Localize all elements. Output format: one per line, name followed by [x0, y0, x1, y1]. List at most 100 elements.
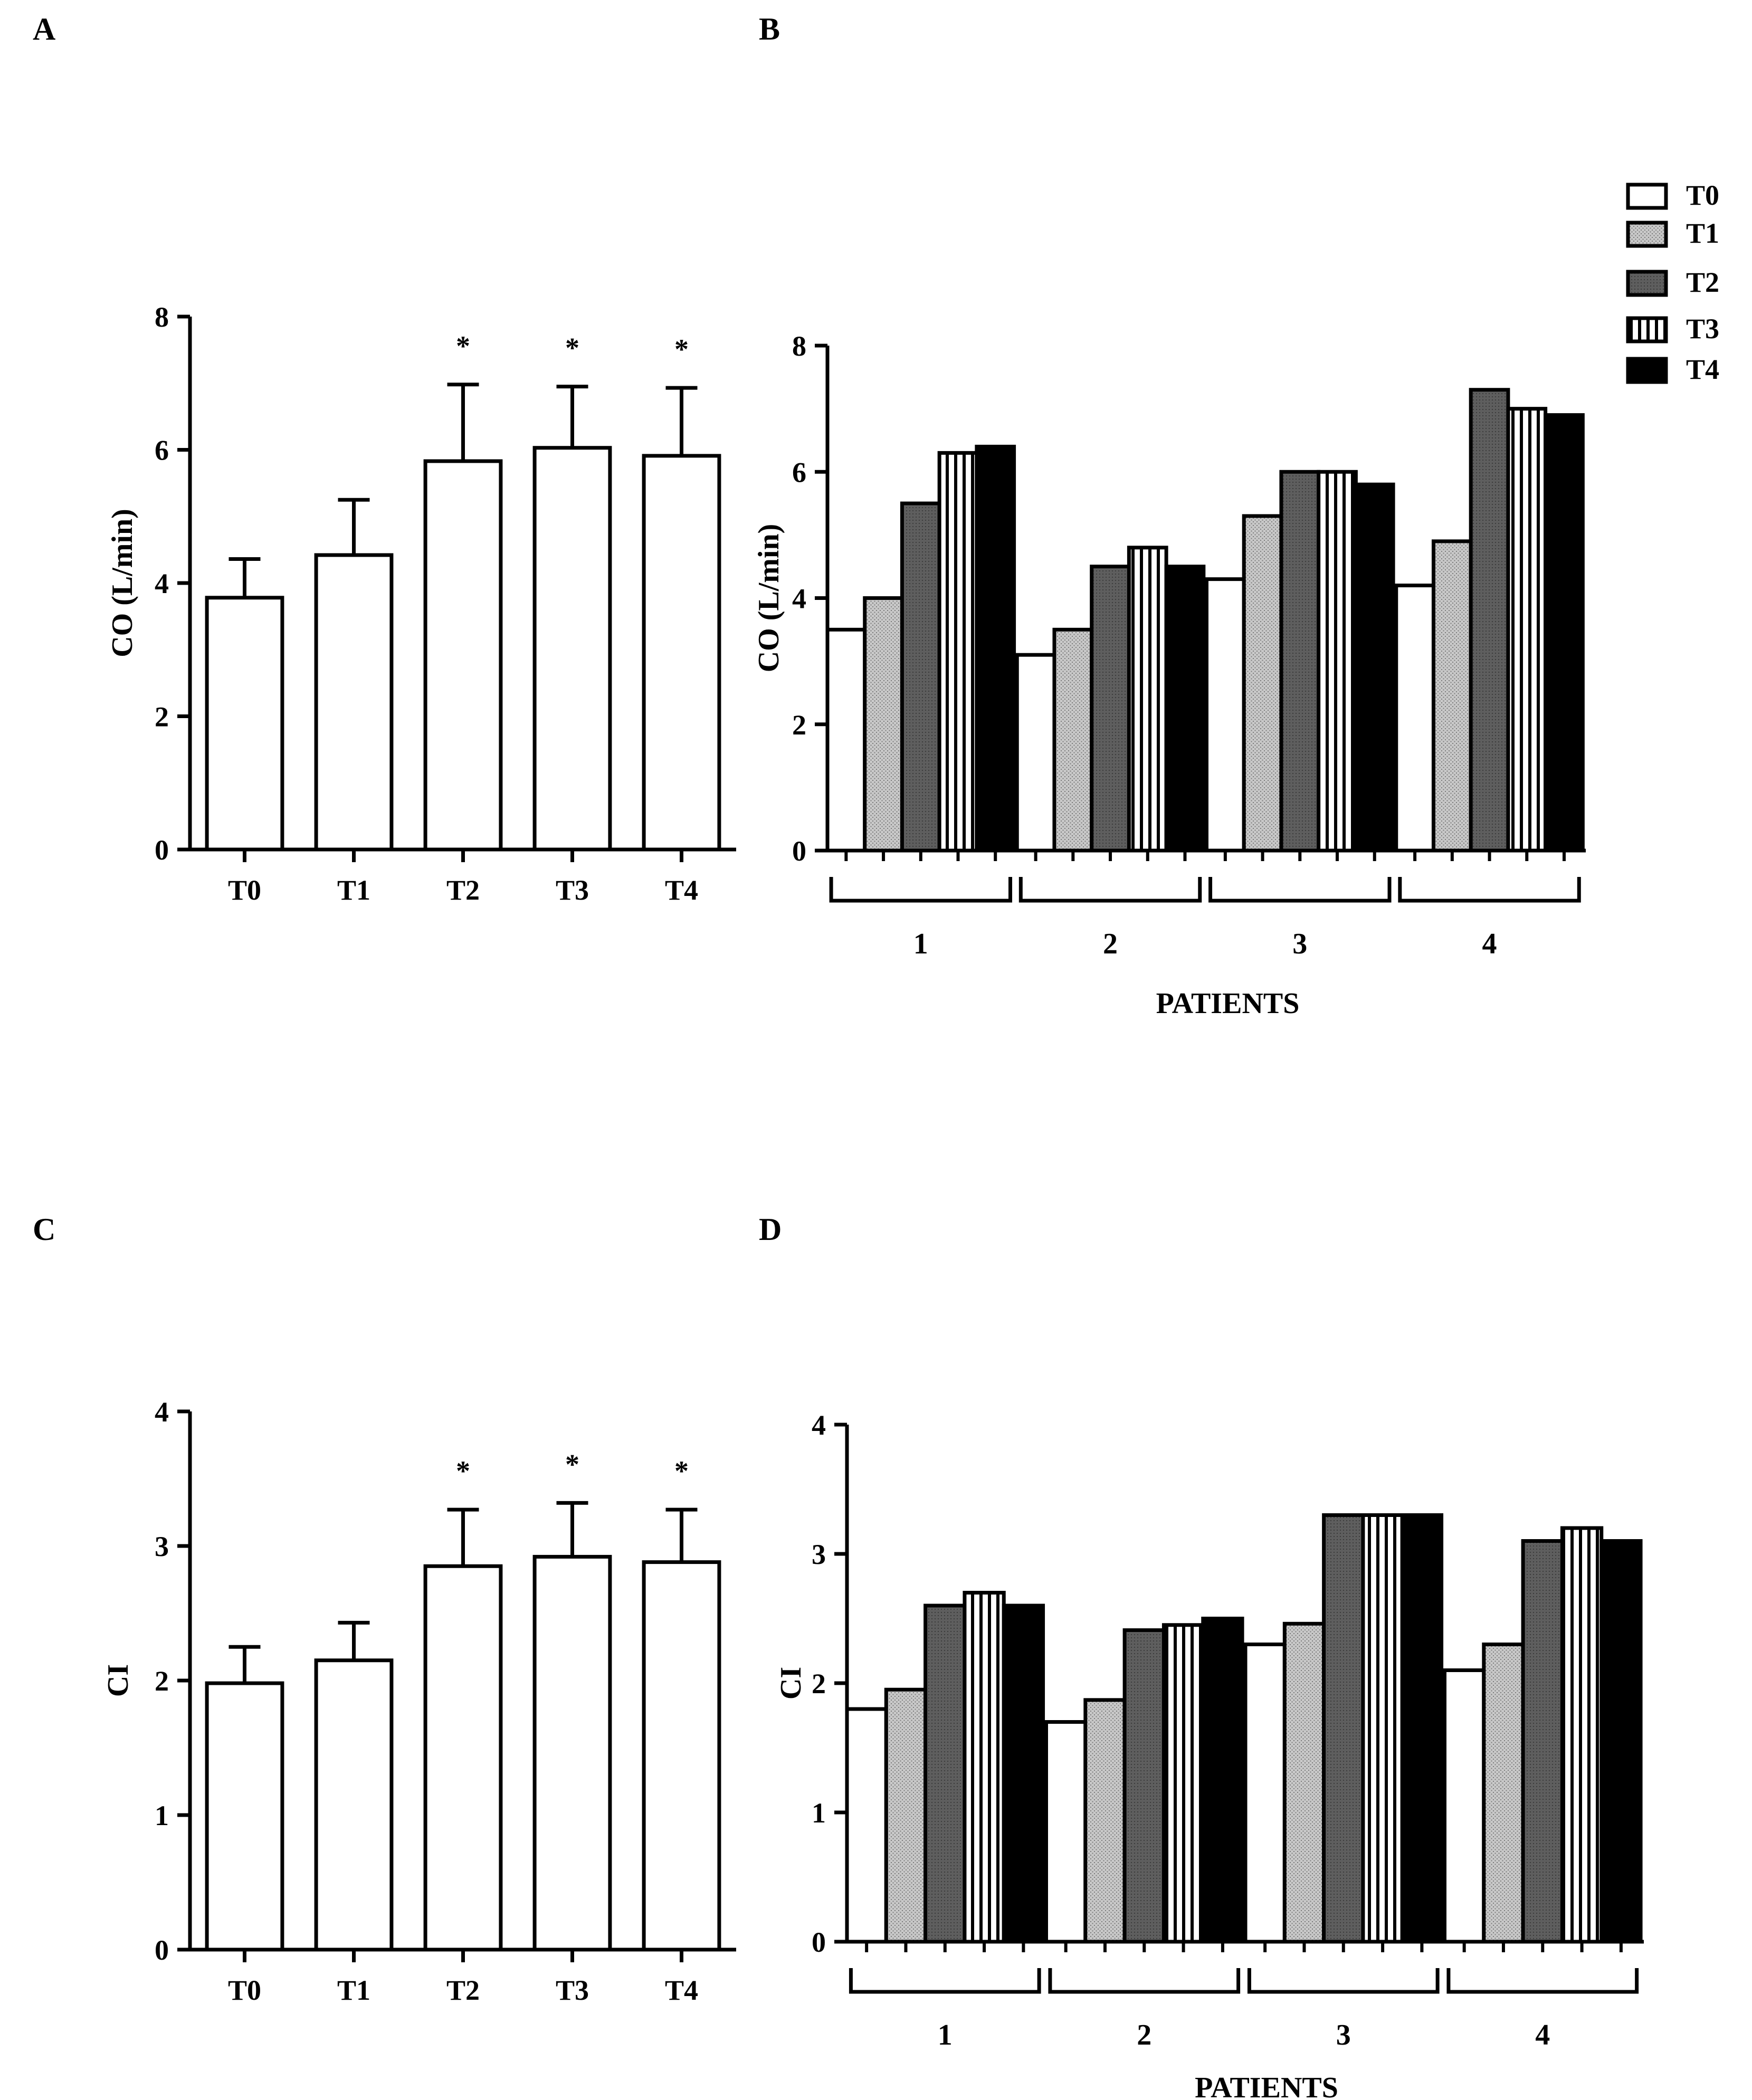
y-axis-title-b: CO (L/min)	[753, 524, 785, 673]
bar-d-t1	[1083, 1698, 1127, 1944]
panel-label-c: C	[33, 1212, 55, 1247]
chart-panel-b: 0 2 4 6 8 CO (L/min) 1 2 3 4 PATIENTS	[753, 330, 1586, 1020]
y-axis-title-c: CI	[102, 1664, 135, 1697]
x-tick-label-a: T2	[446, 874, 480, 906]
bar-b-t3	[937, 451, 979, 853]
bar-c	[532, 1554, 612, 1952]
bar-d-t4	[1599, 1539, 1643, 1944]
legend: T0 T1 T2 T3 T4	[1626, 179, 1719, 385]
chart-panel-d: 0 1 2 3 4 CI 1 2 3 4 PATIENTS	[775, 1409, 1644, 2100]
group-bracket-b	[1398, 877, 1581, 903]
bar-d-t0	[1044, 1720, 1088, 1944]
x-axis-title-d: PATIENTS	[1195, 2072, 1338, 2100]
y-tick-label-a: 8	[155, 301, 169, 333]
bar-b-t4	[975, 444, 1016, 853]
bar-b-t2	[1090, 565, 1131, 853]
bar-b-t0	[1394, 584, 1435, 853]
legend-label-t1: T1	[1686, 217, 1719, 249]
bar-c	[314, 1658, 394, 1952]
y-tick-label-c: 1	[155, 1800, 169, 1831]
bar-d-t4	[1002, 1603, 1045, 1944]
y-tick-label-a: 4	[155, 568, 169, 599]
legend-swatch-t0	[1626, 183, 1668, 210]
y-tick-label-b: 8	[792, 330, 806, 362]
y-tick-label-b: 0	[792, 835, 806, 867]
bar-d-t2	[1122, 1628, 1166, 1944]
bar-b-t4	[1544, 413, 1585, 853]
bar-a	[205, 596, 284, 852]
chart-panel-c: 0 1 2 3 4 CI T0 T1 T2 * T3 * T4 *	[102, 1396, 736, 2006]
legend-swatch-t1	[1626, 221, 1668, 248]
group-label-b: 1	[913, 928, 928, 960]
y-tick-label-c: 3	[155, 1531, 169, 1562]
group-bracket-b	[1208, 877, 1392, 903]
bar-c	[205, 1681, 284, 1952]
group-bracket-d	[849, 1968, 1041, 1994]
y-tick-label-c: 2	[155, 1665, 169, 1697]
significance-marker-c: *	[456, 1455, 470, 1487]
group-label-d: 2	[1137, 2019, 1151, 2051]
bar-c	[642, 1560, 721, 1952]
y-tick-label-b: 2	[792, 709, 806, 741]
bar-b-t3	[1506, 407, 1548, 853]
bar-d-t1	[1482, 1643, 1525, 1944]
bar-b-t0	[825, 627, 867, 853]
bar-b-t0	[1205, 577, 1246, 853]
bar-d-t3	[1361, 1513, 1404, 1944]
significance-marker-a: *	[565, 332, 579, 364]
bar-d-t2	[1521, 1539, 1564, 1944]
group-label-d: 4	[1535, 2019, 1550, 2051]
bar-b-t2	[900, 501, 941, 853]
y-tick-label-d: 0	[812, 1926, 826, 1958]
bar-d-t4	[1400, 1513, 1444, 1944]
y-axis-title-a: CO (L/min)	[106, 509, 139, 657]
legend-label-t4: T4	[1686, 354, 1719, 385]
bar-b-t1	[863, 596, 904, 853]
legend-label-t2: T2	[1686, 266, 1719, 298]
bar-a	[314, 553, 394, 852]
bar-d-t3	[1560, 1526, 1604, 1944]
bar-d-t2	[923, 1603, 967, 1944]
bar-b-t0	[1015, 653, 1056, 853]
bar-d-t1	[1282, 1621, 1326, 1944]
y-tick-label-b: 4	[792, 583, 806, 615]
y-tick-label-d: 1	[812, 1797, 826, 1829]
x-tick-label-a: T1	[337, 874, 370, 906]
bar-a	[532, 446, 612, 852]
x-axis-title-b: PATIENTS	[1156, 987, 1300, 1020]
legend-swatch-t4	[1626, 357, 1668, 384]
significance-marker-a: *	[674, 333, 689, 365]
bar-b-t2	[1279, 470, 1321, 853]
bar-b-t1	[1052, 627, 1094, 853]
y-tick-label-a: 0	[155, 834, 169, 866]
bar-b-t1	[1242, 514, 1283, 853]
x-tick-label-a: T3	[556, 874, 589, 906]
y-tick-label-a: 2	[155, 701, 169, 733]
bar-a	[423, 459, 503, 852]
y-tick-label-a: 6	[155, 435, 169, 466]
x-tick-label-c: T3	[556, 1974, 589, 2006]
legend-swatch-t2	[1626, 270, 1668, 297]
group-label-d: 3	[1336, 2019, 1351, 2051]
significance-marker-a: *	[456, 330, 470, 362]
bar-b-t3	[1127, 546, 1168, 853]
y-tick-label-c: 0	[155, 1934, 169, 1966]
y-tick-label-d: 2	[812, 1668, 826, 1700]
panel-label-a: A	[33, 12, 55, 46]
bar-d-t0	[845, 1707, 888, 1944]
group-label-b: 2	[1103, 928, 1118, 960]
group-bracket-b	[829, 877, 1013, 903]
bar-d-t3	[1161, 1623, 1205, 1944]
group-label-b: 4	[1482, 928, 1497, 960]
bar-b-t4	[1354, 482, 1395, 853]
group-bracket-b	[1018, 877, 1202, 903]
significance-marker-c: *	[674, 1455, 689, 1487]
y-axis-title-d: CI	[775, 1667, 807, 1700]
chart-panel-a: 0 2 4 6 8 CO (L/min) T0 T1 T2 * T3 * T4 *	[106, 301, 736, 906]
bar-c	[423, 1564, 503, 1952]
bar-b-t2	[1469, 388, 1510, 853]
y-tick-label-d: 3	[812, 1539, 826, 1570]
panel-label-b: B	[759, 12, 780, 46]
legend-label-t3: T3	[1686, 313, 1719, 345]
